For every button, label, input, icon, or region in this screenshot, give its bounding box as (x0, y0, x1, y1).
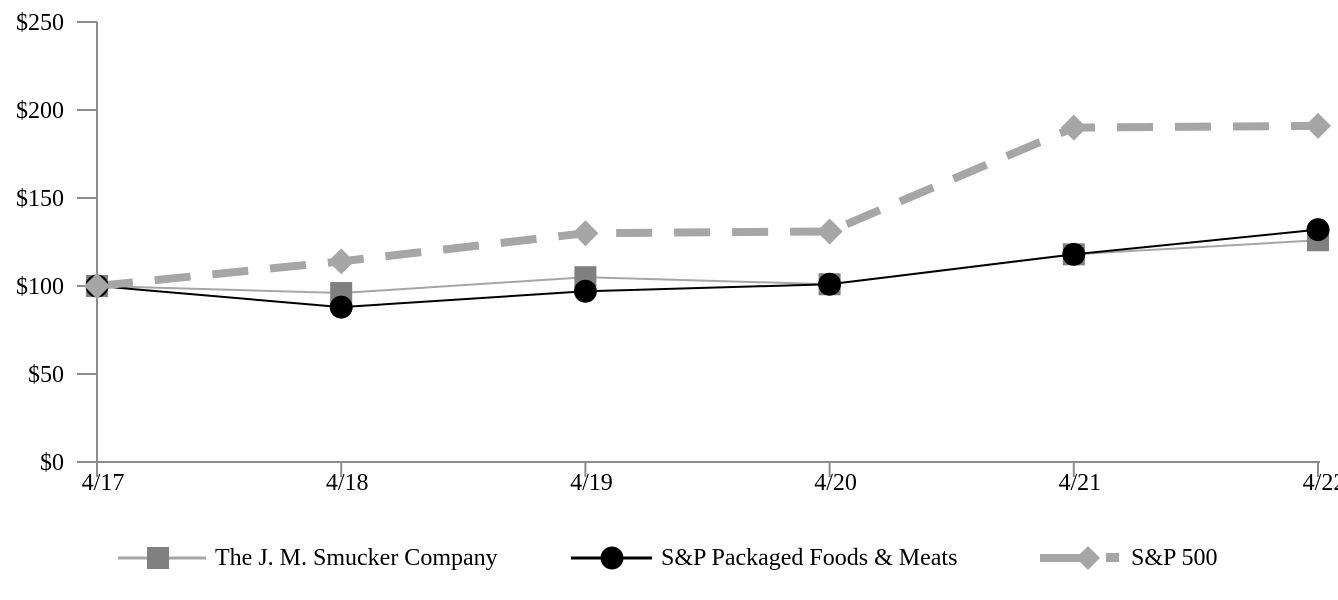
y-tick-label: $100 (16, 274, 64, 300)
marker-diamond-2 (328, 248, 355, 275)
y-tick-label: $50 (28, 362, 64, 388)
x-tick-label: 4/20 (814, 470, 857, 496)
marker-diamond-2 (816, 218, 843, 245)
series-line-1 (96, 228, 1319, 309)
legend-item-foods: S&P Packaged Foods & Meats (571, 536, 957, 580)
foods-series-key-icon (571, 546, 652, 570)
marker-diamond-2 (84, 273, 110, 299)
marker-circle-1 (573, 279, 597, 303)
legend-label-smucker: The J. M. Smucker Company (215, 544, 498, 571)
series-line-0 (96, 239, 1319, 295)
smucker-series-key-icon (118, 547, 206, 569)
marker-circle-1 (818, 272, 842, 296)
legend-item-smucker: The J. M. Smucker Company (118, 536, 498, 580)
marker-circle-1 (329, 295, 353, 319)
y-tick-label: $200 (16, 98, 64, 124)
x-tick-label: 4/22 (1303, 470, 1338, 496)
x-tick-label: 4/21 (1058, 470, 1101, 496)
y-tick-label: $250 (16, 10, 64, 36)
y-tick-label: $150 (16, 186, 64, 212)
x-tick-label: 4/19 (570, 470, 613, 496)
series-line-2 (96, 121, 1319, 290)
sp500-series-key-icon (1040, 546, 1119, 570)
marker-circle-1 (1306, 218, 1330, 242)
legend-label-sp500: S&P 500 (1131, 544, 1218, 571)
marker-diamond-2 (572, 220, 599, 247)
marker-diamond-2 (1060, 114, 1087, 141)
marker-circle-1 (1062, 242, 1086, 266)
y-tick-label: $0 (40, 450, 64, 476)
chart-plot-area: $0 $50 $100 $150 $200 $250 4/17 4/18 4/19 4/20 4/2… (16, 10, 1338, 496)
x-tick-label: 4/17 (82, 470, 125, 496)
legend-label-foods: S&P Packaged Foods & Meats (661, 544, 958, 571)
legend-item-sp500: S&P 500 (1040, 536, 1217, 580)
marker-diamond-2 (1305, 112, 1331, 139)
x-tick-label: 4/18 (326, 470, 369, 496)
